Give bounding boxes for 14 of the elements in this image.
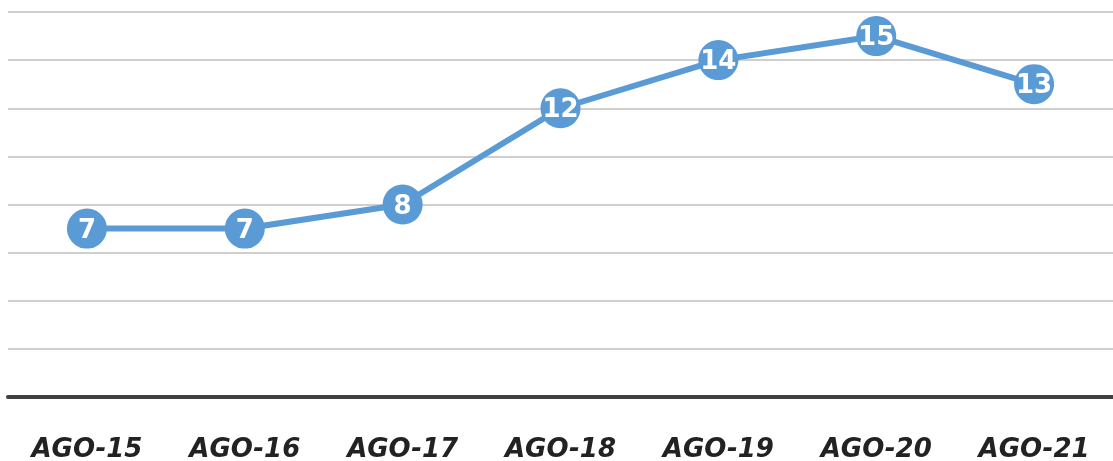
x-tick-label: AGO-17	[345, 433, 460, 461]
data-label: 13	[1015, 69, 1053, 100]
x-tick-label: AGO-19	[660, 433, 774, 461]
data-label: 7	[77, 213, 96, 244]
data-label: 12	[542, 93, 579, 124]
x-tick-label: AGO-16	[187, 433, 301, 461]
x-tick-label: AGO-15	[29, 433, 143, 461]
data-label: 14	[700, 45, 737, 76]
data-label: 8	[393, 189, 412, 220]
data-label: 7	[235, 213, 254, 244]
x-tick-label: AGO-21	[976, 433, 1090, 461]
x-tick-label: AGO-20	[818, 433, 932, 461]
x-tick-label: AGO-18	[502, 433, 617, 461]
data-label: 15	[858, 21, 895, 52]
